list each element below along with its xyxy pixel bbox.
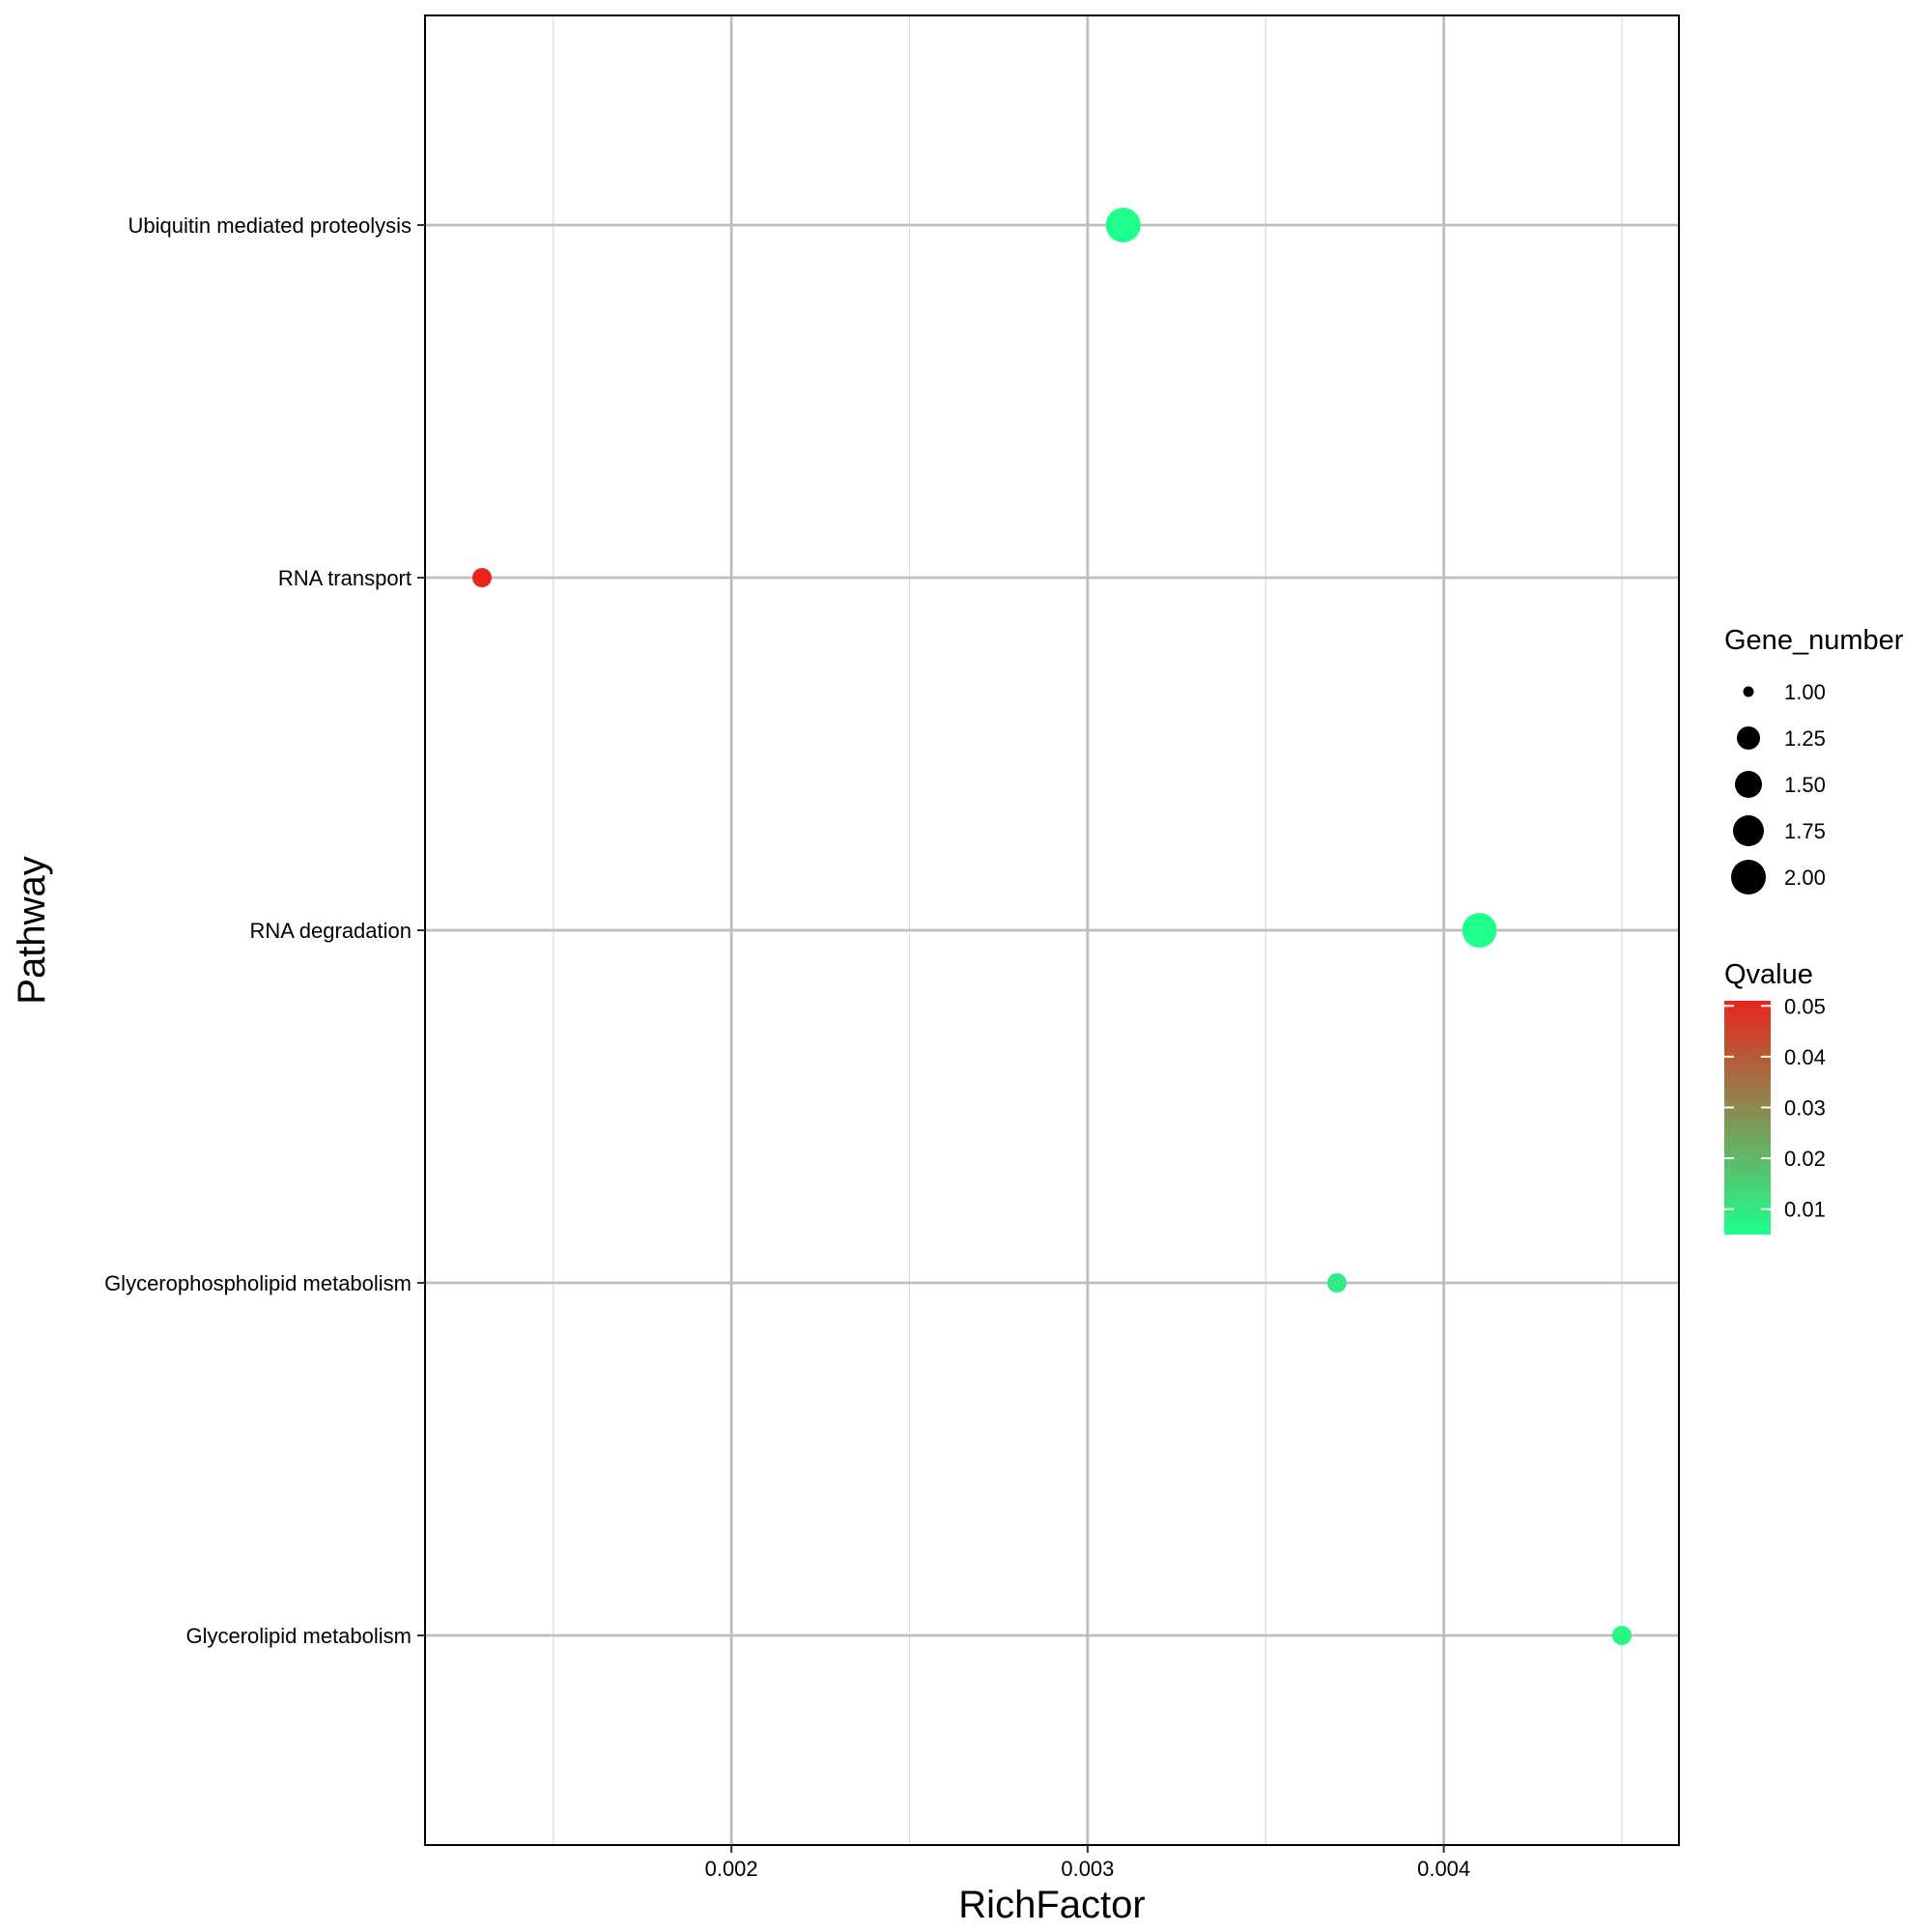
size-legend-label: 2.00	[1784, 866, 1826, 890]
data-point	[1462, 913, 1497, 948]
size-legend-label: 1.00	[1784, 680, 1826, 704]
y-axis: Glycerolipid metabolism Glycerophospholip…	[104, 213, 425, 1648]
size-legend-label: 1.75	[1784, 819, 1826, 843]
size-legend-label: 1.50	[1784, 773, 1826, 797]
size-legend: Gene_number 1.00 1.25 1.50 1.75 2.00	[1724, 625, 1904, 895]
x-tick-label: 0.004	[1417, 1857, 1470, 1881]
color-legend-title: Qvalue	[1724, 959, 1813, 990]
color-legend: Qvalue 0.05 0.04 0.03 0.02 0.01	[1724, 959, 1826, 1235]
y-tick-label: RNA degradation	[249, 919, 412, 943]
data-points	[472, 208, 1632, 1645]
x-tick-label: 0.003	[1061, 1857, 1114, 1881]
data-point	[1327, 1273, 1347, 1293]
color-legend-label: 0.01	[1784, 1198, 1826, 1222]
size-legend-key	[1743, 686, 1754, 697]
y-tick-label: Glycerolipid metabolism	[185, 1624, 412, 1648]
data-point	[1105, 208, 1141, 242]
color-legend-label: 0.02	[1784, 1147, 1826, 1171]
color-legend-label: 0.05	[1784, 994, 1826, 1018]
y-tick-label: Glycerophospholipid metabolism	[104, 1271, 412, 1295]
size-legend-label: 1.25	[1784, 726, 1826, 751]
data-point	[1612, 1626, 1632, 1645]
y-tick-label: RNA transport	[278, 566, 412, 590]
color-bar	[1724, 1001, 1771, 1235]
color-legend-label: 0.03	[1784, 1095, 1826, 1120]
x-axis: 0.002 0.003 0.004	[705, 1845, 1470, 1881]
size-legend-key	[1731, 860, 1766, 895]
x-tick-label: 0.002	[705, 1857, 758, 1881]
x-axis-title: RichFactor	[958, 1884, 1145, 1926]
size-legend-key	[1733, 815, 1764, 846]
size-legend-title: Gene_number	[1724, 625, 1904, 656]
data-point	[472, 568, 492, 587]
size-legend-key	[1735, 771, 1762, 798]
y-tick-label: Ubiquitin mediated proteolysis	[128, 213, 412, 238]
color-legend-label: 0.04	[1784, 1045, 1826, 1069]
y-axis-title: Pathway	[11, 856, 53, 1004]
size-legend-key	[1737, 726, 1760, 750]
